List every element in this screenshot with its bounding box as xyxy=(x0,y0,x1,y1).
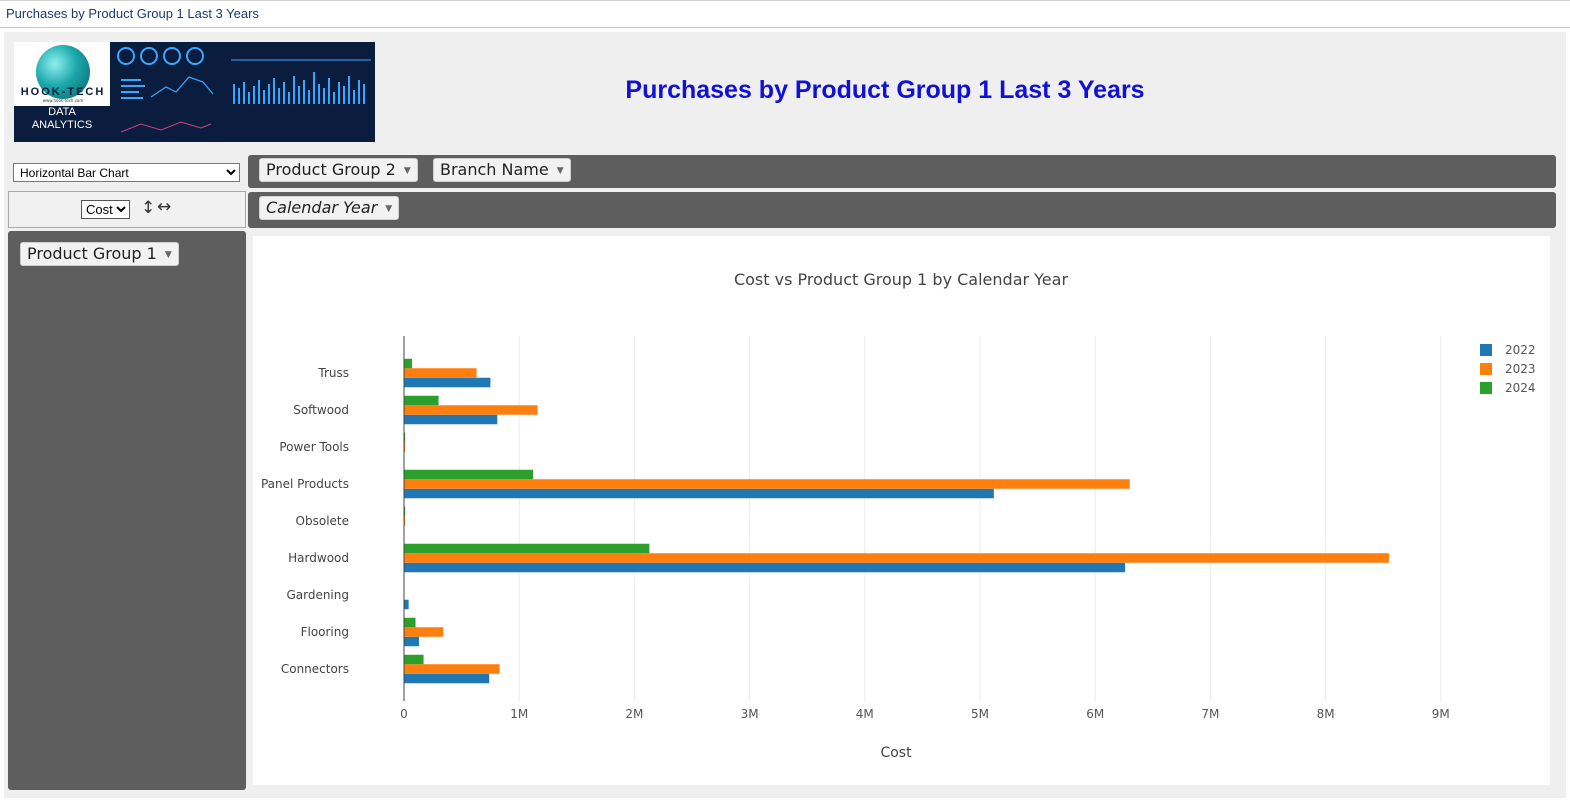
x-tick-label: 5M xyxy=(971,707,989,721)
value-field-select[interactable]: Cost xyxy=(81,200,130,219)
y-tick-label: Power Tools xyxy=(279,440,349,454)
legend-label: 2023 xyxy=(1505,362,1536,376)
logo-url: www.hook-tech.com xyxy=(42,98,84,103)
bar-2024 xyxy=(404,543,650,554)
chart-area: Cost vs Product Group 1 by Calendar Year… xyxy=(253,236,1550,785)
column-axis-bar: Calendar Year ▼ xyxy=(248,192,1556,228)
swap-vertical-icon[interactable]: ↕ xyxy=(141,198,156,218)
bar-2022 xyxy=(404,636,419,647)
bar-chart: Cost vs Product Group 1 by Calendar Year… xyxy=(261,270,1536,761)
y-tick-label: Softwood xyxy=(293,403,349,417)
field-pill-branch-name[interactable]: Branch Name ▼ xyxy=(433,158,571,182)
bar-2023 xyxy=(404,479,1130,489)
bar-2023 xyxy=(404,627,444,637)
y-tick-label: Gardening xyxy=(286,588,349,602)
logo-emblem: HOOK-TECH www.hook-tech.com DATA ANALYTI… xyxy=(14,42,110,142)
legend-swatch xyxy=(1480,344,1492,356)
bar-2024 xyxy=(404,432,406,443)
bar-2023 xyxy=(404,405,538,415)
window-title: Purchases by Product Group 1 Last 3 Year… xyxy=(6,6,259,21)
value-selector-box: Cost ↕ ↔ xyxy=(8,191,246,228)
logo-brand: HOOK-TECH xyxy=(20,86,106,98)
field-pill-product-group-1[interactable]: Product Group 1 ▼ xyxy=(20,242,179,266)
chart-title: Cost vs Product Group 1 by Calendar Year xyxy=(734,270,1068,289)
dropdown-triangle-icon: ▼ xyxy=(385,204,393,214)
bar-2024 xyxy=(404,617,416,628)
x-tick-label: 0 xyxy=(400,707,408,721)
logo-tagline: DATA ANALYTICS xyxy=(31,106,93,131)
field-pill-product-group-2[interactable]: Product Group 2 ▼ xyxy=(259,158,418,182)
globe-icon xyxy=(36,45,90,99)
x-tick-label: 4M xyxy=(856,707,874,721)
bar-2023 xyxy=(404,664,500,674)
page-title: Purchases by Product Group 1 Last 3 Year… xyxy=(625,76,1145,104)
field-pill-calendar-year[interactable]: Calendar Year ▼ xyxy=(259,196,400,220)
bar-2024 xyxy=(404,654,424,665)
bar-2022 xyxy=(404,488,994,499)
dashboard-graphic-icon xyxy=(117,47,371,133)
bar-2023 xyxy=(404,516,406,526)
bar-2022 xyxy=(404,673,490,684)
bar-2022 xyxy=(404,377,491,388)
y-tick-label: Obsolete xyxy=(296,514,349,528)
y-tick-label: Connectors xyxy=(281,662,349,676)
bar-2024 xyxy=(404,469,534,480)
bar-2022 xyxy=(404,562,1126,573)
bar-2022 xyxy=(404,414,498,425)
x-tick-label: 7M xyxy=(1201,707,1219,721)
bar-2022 xyxy=(404,599,409,610)
x-tick-label: 6M xyxy=(1086,707,1104,721)
dropdown-triangle-icon: ▼ xyxy=(164,250,172,260)
hook-tech-logo: HOOK-TECH www.hook-tech.com DATA ANALYTI… xyxy=(14,42,375,142)
bar-2024 xyxy=(404,506,406,517)
window-title-bar: Purchases by Product Group 1 Last 3 Year… xyxy=(0,0,1570,28)
x-tick-label: 2M xyxy=(625,707,643,721)
row-fields-panel: Product Group 1 ▼ xyxy=(8,231,246,790)
chart-type-select[interactable]: Horizontal Bar Chart xyxy=(13,163,240,182)
legend-label: 2022 xyxy=(1505,343,1536,357)
y-tick-label: Hardwood xyxy=(288,551,349,565)
column-fields-bar: Product Group 2 ▼ Branch Name ▼ xyxy=(248,155,1556,188)
y-tick-label: Truss xyxy=(317,366,349,380)
x-tick-label: 1M xyxy=(510,707,528,721)
x-tick-label: 3M xyxy=(741,707,759,721)
x-tick-label: 9M xyxy=(1432,707,1450,721)
x-axis-title: Cost xyxy=(880,745,912,761)
bar-2023 xyxy=(404,368,477,378)
legend-swatch xyxy=(1480,363,1492,375)
chart-legend: 2022 2023 2024 xyxy=(1480,343,1536,395)
swap-horizontal-icon[interactable]: ↔ xyxy=(157,197,172,217)
y-tick-label: Panel Products xyxy=(261,477,349,491)
bar-2023 xyxy=(404,553,1389,563)
y-tick-label: Flooring xyxy=(301,625,349,639)
dropdown-triangle-icon: ▼ xyxy=(556,166,564,176)
bar-2024 xyxy=(404,358,413,369)
x-tick-label: 8M xyxy=(1317,707,1335,721)
legend-swatch xyxy=(1480,382,1492,394)
bar-2024 xyxy=(404,395,439,406)
dropdown-triangle-icon: ▼ xyxy=(403,166,411,176)
bar-2023 xyxy=(404,442,406,452)
legend-label: 2024 xyxy=(1505,381,1536,395)
